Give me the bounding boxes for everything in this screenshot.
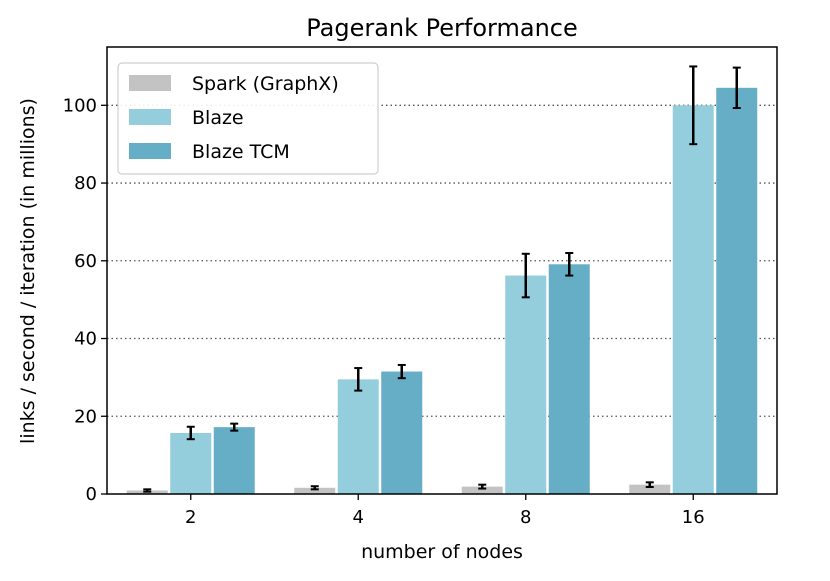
y-tick-label: 80 — [74, 173, 97, 194]
chart-title: Pagerank Performance — [306, 14, 578, 42]
y-tick-label: 20 — [74, 406, 97, 427]
y-tick-label: 100 — [63, 95, 97, 116]
y-axis-label: links / second / iteration (in millions) — [17, 98, 39, 444]
legend-label: Spark (GraphX) — [192, 73, 339, 95]
plot-frame — [106, 46, 778, 495]
x-axis-ticks: 2 4 8 16 — [185, 494, 705, 528]
y-tick-label: 40 — [74, 329, 97, 350]
y-axis-ticks: 0 20 40 60 80 100 — [63, 95, 107, 505]
y-tick-label: 0 — [86, 484, 97, 505]
bars-layer — [126, 87, 758, 494]
bar — [672, 105, 714, 494]
errorbars-layer — [143, 65, 741, 493]
legend-label: Blaze — [192, 107, 244, 129]
bar — [170, 432, 212, 494]
x-tick-label: 4 — [353, 507, 364, 528]
bar — [294, 487, 336, 494]
x-tick-label: 16 — [682, 507, 705, 528]
bar — [381, 371, 423, 494]
bar — [337, 379, 379, 494]
legend-swatch — [129, 75, 171, 91]
legend-swatch — [129, 109, 171, 125]
bar — [629, 484, 671, 494]
x-axis-label: number of nodes — [361, 541, 523, 563]
legend: Spark (GraphX) Blaze Blaze TCM — [117, 62, 379, 175]
bar — [716, 87, 758, 494]
bar — [505, 275, 547, 494]
x-tick-label: 2 — [185, 507, 196, 528]
y-tick-label: 60 — [74, 251, 97, 272]
x-tick-label: 8 — [520, 507, 531, 528]
bar — [461, 486, 503, 494]
bar — [213, 427, 255, 494]
gridlines — [107, 104, 777, 417]
bar — [548, 264, 590, 494]
legend-box — [117, 62, 379, 175]
legend-label: Blaze TCM — [192, 141, 290, 163]
legend-swatch — [129, 143, 171, 159]
